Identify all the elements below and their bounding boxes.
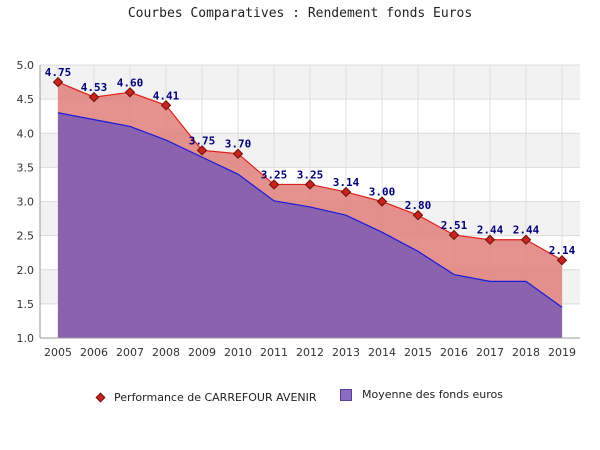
data-point-marker bbox=[196, 145, 208, 156]
x-tick-label: 2013 bbox=[332, 346, 360, 359]
x-tick-label: 2011 bbox=[260, 346, 288, 359]
data-point-marker bbox=[304, 179, 316, 190]
data-label: 2.51 bbox=[441, 219, 468, 232]
series-area-1 bbox=[58, 112, 562, 339]
data-label: 4.53 bbox=[81, 81, 108, 94]
data-label: 4.75 bbox=[45, 66, 72, 79]
y-tick-label: 4.0 bbox=[17, 127, 35, 140]
x-tick-label: 2019 bbox=[548, 346, 576, 359]
chart-title: Courbes Comparatives : Rendement fonds E… bbox=[127, 6, 473, 21]
data-label: 3.25 bbox=[297, 168, 324, 181]
x-tick-label: 2007 bbox=[116, 346, 144, 359]
y-tick-label: 2.5 bbox=[17, 230, 35, 243]
square-marker-icon bbox=[340, 388, 353, 401]
data-label: 4.41 bbox=[153, 89, 180, 102]
data-point-marker bbox=[520, 234, 532, 245]
x-tick-label: 2009 bbox=[188, 346, 216, 359]
series-line-1 bbox=[57, 112, 563, 308]
data-point-marker bbox=[52, 76, 64, 88]
legend: Performance de CARREFOUR AVENIR Moyenne … bbox=[0, 388, 600, 404]
data-point-marker bbox=[340, 186, 352, 198]
x-tick-label: 2015 bbox=[404, 346, 432, 359]
x-tick-label: 2014 bbox=[368, 346, 396, 359]
diamond-marker-icon bbox=[95, 392, 106, 402]
data-point-marker bbox=[88, 91, 100, 103]
data-point-marker bbox=[556, 254, 568, 266]
y-tick-label: 1.0 bbox=[17, 332, 35, 345]
legend-item-moyenne: Moyenne des fonds euros bbox=[340, 388, 503, 401]
data-label: 2.44 bbox=[477, 224, 504, 237]
x-tick-label: 2018 bbox=[512, 346, 540, 359]
x-tick-label: 2017 bbox=[476, 346, 504, 359]
legend-label-performance: Performance de CARREFOUR AVENIR bbox=[114, 390, 317, 404]
y-tick-label: 1.5 bbox=[17, 298, 35, 311]
data-label: 3.14 bbox=[333, 176, 360, 189]
data-label: 3.75 bbox=[189, 134, 216, 147]
data-label: 4.60 bbox=[117, 76, 144, 89]
series-markers bbox=[52, 76, 568, 266]
data-label: 2.44 bbox=[513, 224, 540, 237]
x-tick-label: 2008 bbox=[152, 346, 180, 359]
x-tick-label: 2012 bbox=[296, 346, 324, 359]
data-label: 3.70 bbox=[225, 138, 252, 151]
x-tick-label: 2005 bbox=[44, 346, 72, 359]
series-areas bbox=[58, 82, 562, 339]
data-label: 3.25 bbox=[261, 168, 288, 181]
data-point-marker bbox=[376, 196, 388, 207]
x-axis-ticks: 2005 2006 2007 2008 2009 2010 2011 2012 2013 2014… bbox=[44, 346, 576, 359]
y-tick-label: 3.5 bbox=[17, 161, 35, 174]
data-point-marker bbox=[124, 87, 136, 98]
data-point-marker bbox=[232, 148, 244, 159]
data-label: 2.14 bbox=[549, 244, 576, 257]
x-tick-label: 2010 bbox=[224, 346, 252, 359]
data-label: 3.00 bbox=[369, 186, 396, 199]
legend-label-moyenne: Moyenne des fonds euros bbox=[362, 388, 503, 401]
x-tick-label: 2006 bbox=[80, 346, 108, 359]
data-point-marker bbox=[484, 234, 496, 245]
y-axis-ticks: 1.0 1.5 2.0 2.5 3.0 3.5 4.0 4.5 5.0 bbox=[17, 59, 35, 345]
data-point-marker bbox=[448, 229, 460, 241]
y-tick-label: 5.0 bbox=[17, 59, 35, 72]
data-point-marker bbox=[160, 100, 172, 111]
data-label: 2.80 bbox=[405, 199, 432, 212]
data-point-marker bbox=[268, 179, 280, 190]
area-chart: 4.75 4.53 4.60 4.41 3.75 3.70 3.25 3.25 3.14 3.00… bbox=[17, 59, 580, 359]
y-tick-label: 3.0 bbox=[17, 196, 35, 209]
legend-item-performance: Performance de CARREFOUR AVENIR bbox=[95, 390, 317, 404]
data-point-marker bbox=[412, 209, 424, 221]
x-tick-label: 2016 bbox=[440, 346, 468, 359]
data-labels: 4.75 4.53 4.60 4.41 3.75 3.70 3.25 3.25 3.14 3.00… bbox=[45, 66, 576, 257]
y-tick-label: 2.0 bbox=[17, 264, 35, 277]
y-tick-label: 4.5 bbox=[17, 93, 35, 106]
